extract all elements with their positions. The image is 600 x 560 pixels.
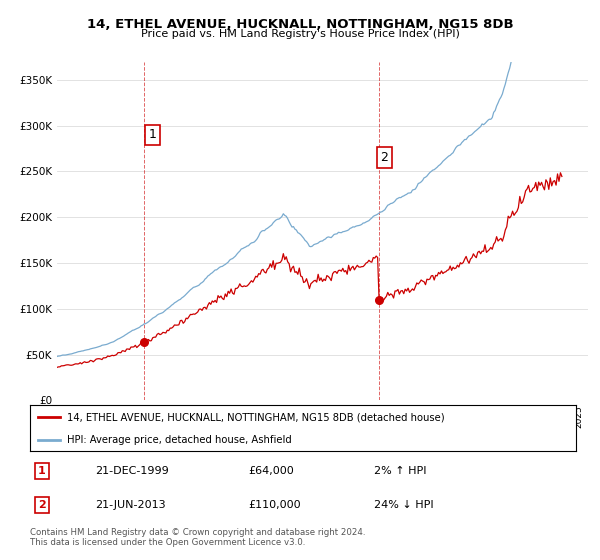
Text: £110,000: £110,000 <box>248 500 301 510</box>
Text: 14, ETHEL AVENUE, HUCKNALL, NOTTINGHAM, NG15 8DB: 14, ETHEL AVENUE, HUCKNALL, NOTTINGHAM, … <box>86 18 514 31</box>
Text: 1: 1 <box>38 466 46 476</box>
Text: 2% ↑ HPI: 2% ↑ HPI <box>374 466 427 476</box>
Text: 14, ETHEL AVENUE, HUCKNALL, NOTTINGHAM, NG15 8DB (detached house): 14, ETHEL AVENUE, HUCKNALL, NOTTINGHAM, … <box>67 412 445 422</box>
Text: 21-DEC-1999: 21-DEC-1999 <box>95 466 169 476</box>
Text: 21-JUN-2013: 21-JUN-2013 <box>95 500 166 510</box>
Text: 24% ↓ HPI: 24% ↓ HPI <box>374 500 434 510</box>
Text: HPI: Average price, detached house, Ashfield: HPI: Average price, detached house, Ashf… <box>67 435 292 445</box>
Text: Price paid vs. HM Land Registry's House Price Index (HPI): Price paid vs. HM Land Registry's House … <box>140 29 460 39</box>
Text: 1: 1 <box>149 128 157 141</box>
Text: Contains HM Land Registry data © Crown copyright and database right 2024.
This d: Contains HM Land Registry data © Crown c… <box>30 528 365 547</box>
Text: 2: 2 <box>380 151 388 164</box>
Text: £64,000: £64,000 <box>248 466 294 476</box>
Text: 2: 2 <box>38 500 46 510</box>
